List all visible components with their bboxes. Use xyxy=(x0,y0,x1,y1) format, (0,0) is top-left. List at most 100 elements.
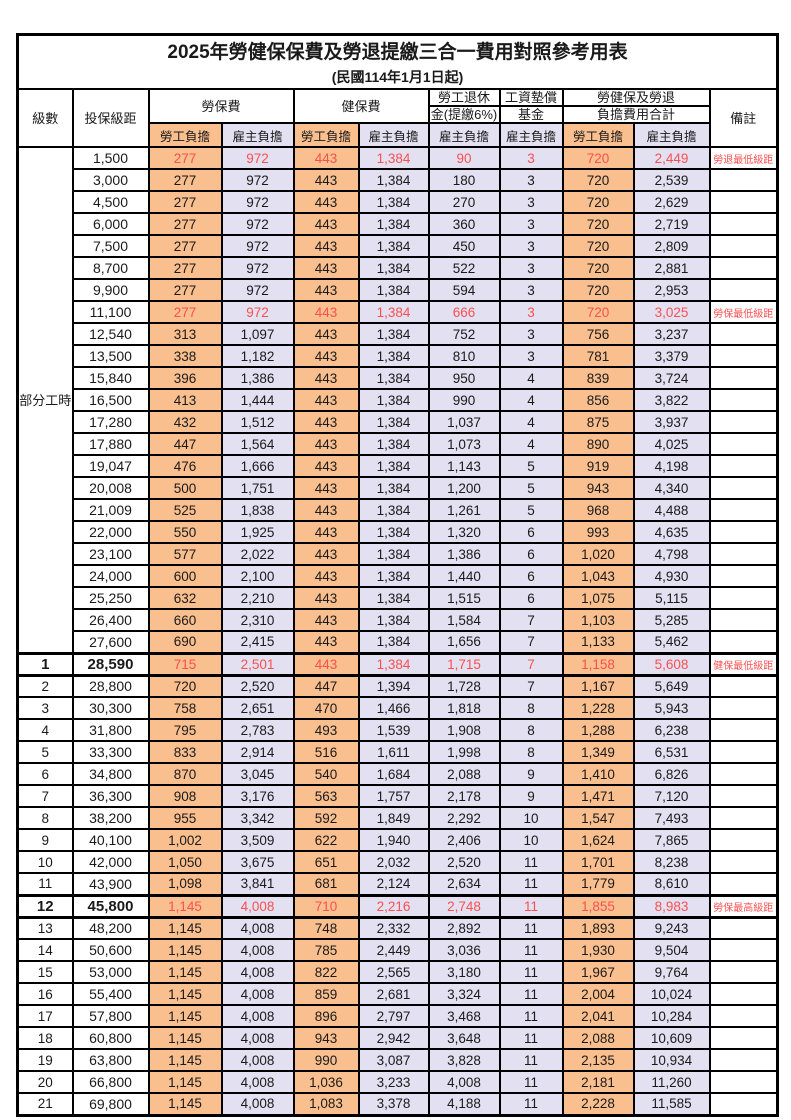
cell-wage-fund-employer: 8 xyxy=(498,696,564,720)
cell-pension-employer: 2,892 xyxy=(427,916,501,940)
subheader-total-employee: 勞工負擔 xyxy=(561,122,635,148)
cell-pension-employer: 3,180 xyxy=(427,960,501,984)
cell-part-time-label: 部分工時 xyxy=(16,146,74,654)
cell-health-ins-employee: 447 xyxy=(292,674,360,698)
cell-total-employer: 4,488 xyxy=(632,498,711,522)
cell-pension-employer: 1,715 xyxy=(427,651,501,677)
cell-wage-fund-employer: 7 xyxy=(498,651,564,677)
cell-bracket: 31,800 xyxy=(71,718,150,742)
cell-labor-ins-employer: 4,008 xyxy=(220,1048,295,1072)
cell-labor-ins-employer: 2,100 xyxy=(220,564,295,588)
cell-pension-employer: 1,728 xyxy=(427,674,501,698)
cell-health-ins-employee: 470 xyxy=(292,696,360,720)
cell-level: 7 xyxy=(16,784,74,808)
cell-wage-fund-employer: 5 xyxy=(498,454,564,478)
cell-total-employer: 2,809 xyxy=(632,234,711,258)
cell-labor-ins-employer: 4,008 xyxy=(220,1070,295,1094)
cell-labor-ins-employee: 277 xyxy=(147,300,223,324)
cell-labor-ins-employer: 4,008 xyxy=(220,1004,295,1028)
cell-pension-employer: 2,292 xyxy=(427,806,501,830)
table-row: 25,250 632 2,210 443 1,384 1,515 6 1,075 5,115 xyxy=(18,586,779,610)
cell-health-ins-employer: 1,384 xyxy=(357,630,430,654)
cell-level: 4 xyxy=(16,718,74,742)
cell-total-employer: 4,340 xyxy=(632,476,711,500)
cell-bracket: 17,880 xyxy=(71,432,150,456)
cell-labor-ins-employer: 1,097 xyxy=(220,322,295,346)
cell-total-employer: 2,953 xyxy=(632,278,711,302)
cell-level: 19 xyxy=(16,1048,74,1072)
cell-health-ins-employer: 1,384 xyxy=(357,300,430,324)
header-row-1: 級數 投保級距 勞保費 健保費 勞工退休 工資墊償 勞健保及勞退 備註 xyxy=(16,88,779,148)
cell-pension-employer: 1,515 xyxy=(427,586,501,610)
cell-total-employer: 9,243 xyxy=(632,916,711,940)
table-row: 15 53,000 1,145 4,008 822 2,565 3,180 11 1,967 9,… xyxy=(16,960,779,984)
cell-health-ins-employee: 443 xyxy=(292,168,360,192)
cell-labor-ins-employee: 1,145 xyxy=(147,893,223,919)
cell-total-employee: 875 xyxy=(561,410,635,434)
cell-level: 12 xyxy=(16,893,74,919)
cell-health-ins-employer: 1,384 xyxy=(357,542,430,566)
cell-labor-ins-employee: 870 xyxy=(147,762,223,786)
cell-health-ins-employee: 516 xyxy=(292,740,360,764)
cell-health-ins-employee: 443 xyxy=(292,212,360,236)
cell-labor-ins-employee: 1,145 xyxy=(147,982,223,1006)
cell-total-employee: 1,701 xyxy=(561,850,635,874)
cell-labor-ins-employer: 4,008 xyxy=(220,1092,295,1116)
cell-pension-employer: 450 xyxy=(427,234,501,258)
table-row: 19 63,800 1,145 4,008 990 3,087 3,828 11 2,135 10… xyxy=(16,1048,779,1072)
cell-labor-ins-employee: 1,002 xyxy=(147,828,223,852)
cell-wage-fund-employer: 11 xyxy=(498,916,564,940)
cell-health-ins-employee: 822 xyxy=(292,960,360,984)
cell-level: 9 xyxy=(16,828,74,852)
cell-pension-employer: 2,406 xyxy=(427,828,501,852)
cell-pension-employer: 950 xyxy=(427,366,501,390)
cell-bracket: 12,540 xyxy=(71,322,150,346)
table-row: 12,540 313 1,097 443 1,384 752 3 756 3,237 xyxy=(18,322,779,346)
cell-total-employee: 720 xyxy=(561,146,635,170)
cell-wage-fund-employer: 11 xyxy=(498,1092,564,1116)
cell-remark xyxy=(708,762,779,786)
cell-bracket: 20,008 xyxy=(71,476,150,500)
cell-pension-employer: 1,200 xyxy=(427,476,501,500)
cell-health-ins-employer: 1,466 xyxy=(357,696,430,720)
cell-labor-ins-employee: 632 xyxy=(147,586,223,610)
cell-total-employee: 781 xyxy=(561,344,635,368)
cell-labor-ins-employee: 500 xyxy=(147,476,223,500)
cell-health-ins-employee: 443 xyxy=(292,146,360,170)
cell-health-ins-employer: 1,684 xyxy=(357,762,430,786)
cell-total-employer: 4,635 xyxy=(632,520,711,544)
cell-remark xyxy=(708,630,779,654)
cell-remark: 勞退最低級距 xyxy=(708,146,779,170)
table-row: 17,280 432 1,512 443 1,384 1,037 4 875 3,937 xyxy=(18,410,779,434)
cell-bracket: 16,500 xyxy=(71,388,150,412)
table-row: 26,400 660 2,310 443 1,384 1,584 7 1,103 5,285 xyxy=(18,608,779,632)
cell-remark: 勞保最低級距 xyxy=(708,300,779,324)
cell-labor-ins-employee: 1,145 xyxy=(147,1048,223,1072)
cell-labor-ins-employer: 4,008 xyxy=(220,982,295,1006)
cell-labor-ins-employee: 413 xyxy=(147,388,223,412)
cell-pension-employer: 522 xyxy=(427,256,501,280)
cell-total-employee: 968 xyxy=(561,498,635,522)
header-bracket: 投保級距 xyxy=(71,88,150,148)
cell-pension-employer: 3,324 xyxy=(427,982,501,1006)
cell-health-ins-employer: 2,216 xyxy=(357,893,430,919)
table-row: 部分工時 1,500 277 972 443 1,384 90 3 720 2,449 勞退最低級距 xyxy=(16,146,779,654)
cell-remark xyxy=(708,256,779,280)
cell-total-employee: 943 xyxy=(561,476,635,500)
cell-labor-ins-employee: 1,145 xyxy=(147,1004,223,1028)
cell-remark xyxy=(708,520,779,544)
cell-total-employee: 1,967 xyxy=(561,960,635,984)
cell-labor-ins-employee: 277 xyxy=(147,234,223,258)
cell-pension-employer: 810 xyxy=(427,344,501,368)
cell-pension-employer: 1,320 xyxy=(427,520,501,544)
cell-wage-fund-employer: 6 xyxy=(498,564,564,588)
table-row: 3 30,300 758 2,651 470 1,466 1,818 8 1,228 5,943 xyxy=(16,696,779,720)
cell-health-ins-employer: 1,384 xyxy=(357,234,430,258)
cell-bracket: 63,800 xyxy=(71,1048,150,1072)
cell-remark xyxy=(708,586,779,610)
cell-health-ins-employer: 1,849 xyxy=(357,806,430,830)
cell-remark xyxy=(708,872,779,896)
cell-wage-fund-employer: 4 xyxy=(498,410,564,434)
cell-labor-ins-employer: 2,783 xyxy=(220,718,295,742)
cell-total-employee: 1,893 xyxy=(561,916,635,940)
